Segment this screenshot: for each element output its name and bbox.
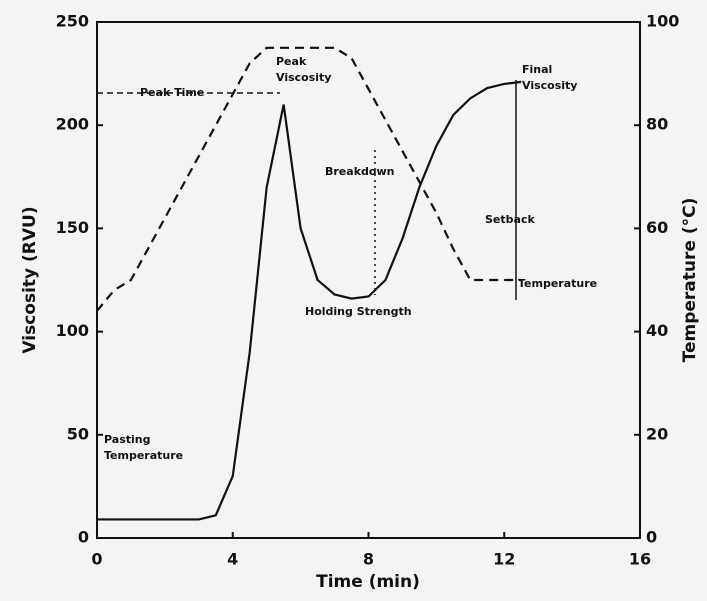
annotation: Viscosity — [522, 79, 577, 92]
y2-tick-label: 100 — [646, 12, 679, 31]
annotation: Viscosity — [276, 71, 331, 84]
y-tick-label: 200 — [56, 115, 89, 134]
annotation: Peak — [276, 55, 307, 68]
x-tick-label: 16 — [629, 550, 651, 569]
annotation: Breakdown — [325, 165, 394, 178]
annotation: Final — [522, 63, 552, 76]
annotation: Temperature — [518, 277, 597, 290]
x-tick-label: 8 — [363, 550, 374, 569]
y2-tick-label: 20 — [646, 424, 668, 443]
annotation: Holding Strength — [305, 305, 412, 318]
y-tick-label: 50 — [67, 424, 89, 443]
x-axis-title: Time (min) — [316, 572, 420, 592]
x-tick-label: 0 — [91, 550, 102, 569]
y-tick-label: 250 — [56, 12, 89, 31]
annotation: Temperature — [104, 449, 183, 462]
y-tick-label: 100 — [56, 321, 89, 340]
y2-tick-label: 80 — [646, 115, 668, 134]
annotation: Setback — [485, 213, 535, 226]
annotation: Pasting — [104, 433, 150, 446]
x-tick-label: 12 — [493, 550, 515, 569]
y2-tick-label: 0 — [646, 528, 657, 547]
annotation: Peak Time — [140, 86, 204, 99]
x-tick-label: 4 — [227, 550, 238, 569]
y2-tick-label: 60 — [646, 218, 668, 237]
y-tick-label: 150 — [56, 218, 89, 237]
y2-tick-label: 40 — [646, 321, 668, 340]
y-axis-title: Viscosity (RVU) — [20, 206, 40, 353]
y2-axis-title: Temperature (°C) — [680, 198, 700, 363]
y-tick-label: 0 — [78, 528, 89, 547]
chart: Time (min) Viscosity (RVU) Temperature (… — [0, 0, 707, 601]
